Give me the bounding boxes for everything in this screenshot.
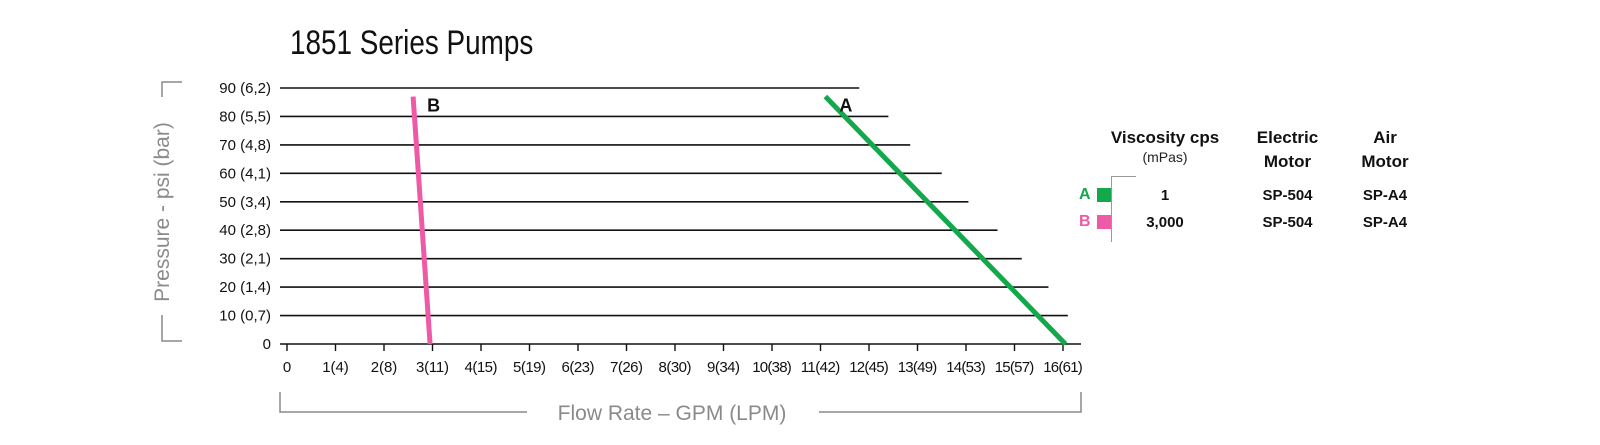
x-tick-label-16: 16(61) [1043,359,1083,376]
y-tick-label-50: 50 (3,4) [219,194,271,211]
series-label-a: A [839,96,852,116]
viscosity-unit: (mPas) [1142,149,1188,165]
y-axis-title: Pressure - psi (bar) [151,122,174,302]
x-tick-label-5: 5(19) [513,359,546,376]
y-tick-label-0: 0 [263,336,271,353]
x-title-bg [527,400,819,424]
x-tick-label-2: 2(8) [371,359,397,376]
y-tick-label-30: 30 (2,1) [219,251,271,268]
y-tick-label-80: 80 (5,5) [219,108,271,125]
electric-motor-a: SP-504 [1262,187,1313,204]
x-tick-label-15: 15(57) [995,359,1035,376]
air-motor-b: SP-A4 [1362,214,1408,231]
y-tick-label-20: 20 (1,4) [219,279,271,296]
electric-header-line2: Motor [1263,152,1312,171]
x-tick-label-14: 14(53) [946,359,986,376]
y-tick-label-60: 60 (4,1) [219,165,271,182]
electric-header-line1: Electric [1256,128,1319,147]
series-label-b: B [427,96,440,116]
x-tick-label-6: 6(23) [562,359,595,376]
y-tick-label-10: 10 (0,7) [219,308,271,325]
legend-swatch-b [1097,215,1111,229]
viscosity-a: 1 [1160,187,1170,204]
viscosity-header: Viscosity cps [1110,128,1220,147]
series-line-a [823,94,1068,346]
x-tick-label-0: 0 [283,359,291,376]
y-title-bg [150,97,176,315]
legend-table: Viscosity cps (mPas) Electric Motor Air … [1079,126,1460,246]
x-tick-label-9: 9(34) [707,359,740,376]
x-tick-label-4: 4(15) [465,359,498,376]
y-tick-label-40: 40 (2,8) [219,222,271,239]
series-line-b [410,96,433,345]
chart-title: 1851 Series Pumps [290,24,534,62]
electric-motor-b: SP-504 [1262,214,1313,231]
y-tick-label-70: 70 (4,8) [219,137,271,154]
legend-bracket-top [1111,176,1136,177]
x-tick-label-13: 13(49) [898,359,938,376]
legend-swatch-a [1097,188,1111,202]
air-motor-a: SP-A4 [1362,187,1408,204]
legend-letter-a: A [1079,186,1091,203]
x-tick-label-11: 11(42) [801,359,841,376]
x-axis-title: Flow Rate – GPM (LPM) [558,402,787,425]
x-tick-label-8: 8(30) [659,359,692,376]
y-tick-label-90: 90 (6,2) [219,80,271,97]
x-tick-label-10: 10(38) [752,359,792,376]
x-tick-label-12: 12(45) [849,359,889,376]
air-header-line2: Motor [1361,152,1409,171]
x-tick-label-3: 3(11) [416,359,449,376]
x-tick-label-7: 7(26) [610,359,643,376]
viscosity-b: 3,000 [1146,214,1184,231]
x-tick-label-1: 1(4) [322,359,348,376]
legend-bracket [1111,176,1112,242]
air-header-line1: Air [1373,128,1397,147]
legend-letter-b: B [1079,213,1091,230]
